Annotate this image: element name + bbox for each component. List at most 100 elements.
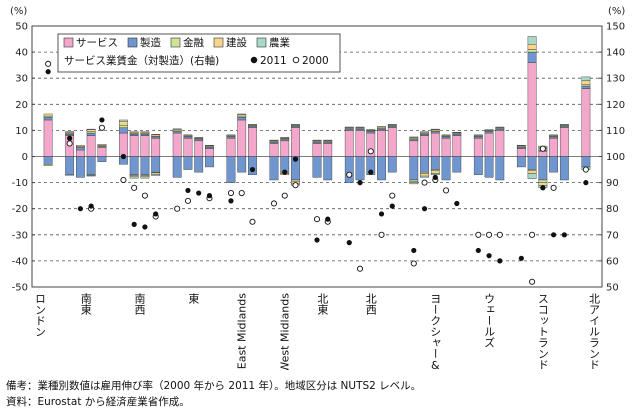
bar-service: [409, 140, 419, 157]
bar-service: [312, 143, 322, 157]
bar-service: [527, 62, 537, 157]
legend-wage-title: サービス業賃金（対製造）(右軸): [64, 54, 219, 67]
bar-service: [86, 135, 96, 157]
region-labels: ロンドン 南東 南西 東 East Midlands West Midlands 北東 北西 ヨ…: [34, 293, 601, 370]
wage-2011-dot: [185, 187, 191, 194]
bar-service: [495, 130, 505, 157]
y2-tick-label: 80: [606, 204, 619, 215]
bar-agriculture: [151, 134, 161, 136]
bar-construction: [43, 113, 53, 117]
wage-2011-dot: [432, 174, 438, 180]
bar-construction: [86, 129, 96, 132]
wage-2011-dot: [120, 153, 127, 160]
bar-agriculture: [172, 128, 182, 130]
bar-service: [76, 149, 85, 157]
bar-agriculture: [140, 176, 150, 179]
wage-2000-dot: [356, 265, 364, 272]
bar-layer: [43, 36, 591, 189]
bar-agriculture: [140, 131, 150, 133]
wage-2000-dot: [98, 124, 105, 131]
y-tick-label: -20: [12, 204, 28, 215]
bar-service: [172, 132, 182, 157]
bar-agriculture: [559, 124, 569, 126]
legend-label-manufacturing: 製造: [140, 36, 161, 49]
bar-service: [452, 135, 462, 157]
y-tick-label: 30: [15, 74, 28, 85]
wage-2011-dot: [540, 185, 546, 191]
wage-2011-dot: [228, 198, 234, 204]
wage-2000-dot: [45, 60, 52, 67]
wage-2000-dot: [529, 231, 536, 238]
wage-2000-dot: [346, 171, 353, 178]
legend-dot-label-2011: 2011: [260, 55, 287, 67]
wage-2000-dot: [443, 187, 450, 194]
note-line-2: 資料：Eurostat から経済産業省作成。: [6, 396, 190, 408]
wage-2000-dot: [421, 179, 428, 186]
bar-manufacturing: [549, 156, 558, 173]
bar-agriculture: [366, 129, 376, 131]
wage-2011-dot: [249, 166, 256, 173]
region-label: スコットランド: [536, 293, 549, 370]
wage-2011-dot: [67, 135, 73, 141]
bar-manufacturing: [43, 117, 53, 121]
bar-agriculture: [495, 126, 505, 128]
bar-agriculture: [473, 134, 483, 136]
bar-agriculture: [323, 139, 333, 141]
y2-tick-label: 100: [606, 152, 625, 163]
y2-tick-label: 110: [606, 126, 625, 137]
bar-construction: [527, 44, 537, 50]
legend-swatch-finance: [170, 37, 181, 48]
bar-agriculture: [377, 126, 386, 128]
wage-2000-dot: [238, 189, 245, 197]
wage-2000-dot: [174, 205, 181, 212]
wage-2011-dot: [153, 211, 159, 217]
bar-agriculture: [226, 134, 236, 136]
bar-manufacturing: [344, 156, 354, 183]
y2-tick-label: 60: [606, 256, 619, 267]
bar-manufacturing: [226, 156, 236, 183]
bar-manufacturing: [527, 156, 537, 170]
bar-manufacturing: [129, 156, 139, 175]
bar-agriculture: [119, 119, 128, 122]
bar-manufacturing: [140, 156, 150, 175]
legend-swatch-agriculture: [256, 37, 267, 48]
wage-2000-dot: [227, 189, 235, 197]
region-label: 北東: [316, 293, 329, 316]
wage-2011-dot: [378, 211, 385, 217]
bar-construction: [420, 173, 429, 177]
bar-service: [484, 132, 494, 157]
wage-2011-dot: [551, 232, 557, 238]
bar-manufacturing: [86, 156, 96, 175]
bar-manufacturing: [516, 156, 526, 168]
bar-finance: [538, 179, 548, 183]
bar-agriculture: [409, 136, 419, 138]
right-axis-ticks: 150 140 130 120 110 100 90 80 70 60 50: [599, 22, 625, 294]
wage-2011-dot: [411, 247, 417, 254]
wage-2000-dot: [539, 145, 546, 152]
bar-manufacturing: [237, 156, 247, 173]
bar-agriculture: [549, 134, 558, 136]
bar-manufacturing: [269, 156, 279, 181]
wage-2000-dot: [367, 148, 374, 155]
wage-2011-dot: [561, 232, 567, 238]
bar-manufacturing: [366, 156, 376, 175]
wage-2011-dot: [196, 190, 202, 196]
bar-manufacturing: [559, 156, 569, 181]
bar-agriculture: [86, 175, 96, 177]
wage-2011-dot: [389, 203, 395, 209]
bar-service: [559, 127, 569, 157]
bar-agriculture: [452, 132, 462, 133]
legend-dot-label-2000: 2000: [302, 55, 329, 67]
region-label: 南東: [79, 293, 92, 316]
region-label: West Midlands: [279, 293, 292, 370]
wage-2000-dot: [582, 166, 589, 173]
wage-2011-dot: [368, 169, 374, 175]
y2-tick-label: 120: [606, 100, 625, 111]
bar-construction: [119, 121, 128, 126]
bar-service: [226, 138, 236, 157]
bar-agriculture: [312, 139, 322, 141]
bar-agriculture: [420, 131, 429, 133]
bar-manufacturing: [452, 156, 462, 173]
y-tick-label: -40: [12, 256, 28, 267]
